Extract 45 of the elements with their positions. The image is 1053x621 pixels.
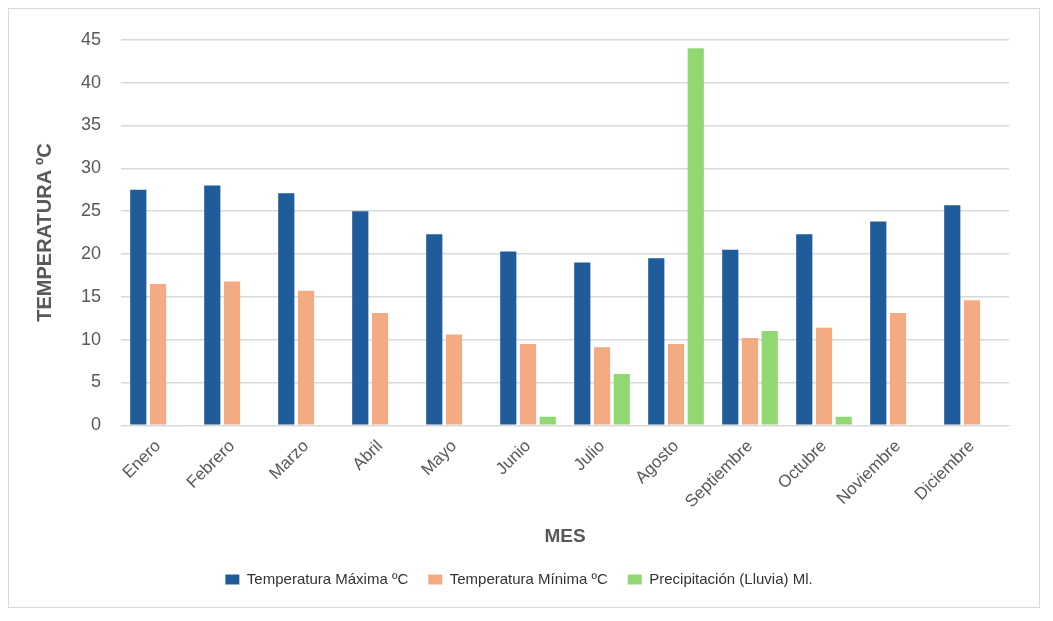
bar (613, 373, 630, 425)
bar (539, 416, 556, 425)
bar (519, 343, 537, 425)
bar (445, 334, 463, 425)
bar (796, 234, 813, 425)
bar (667, 343, 685, 425)
legend-label: Precipitación (Lluvia) Ml. (649, 569, 813, 587)
bar (722, 249, 739, 425)
bar (889, 313, 907, 425)
y-tick-label: 35 (80, 114, 102, 135)
bar (574, 262, 591, 425)
bar (963, 300, 981, 425)
x-axis-title: MES (544, 524, 586, 546)
bar (149, 283, 167, 425)
bar (204, 185, 221, 425)
bar (297, 290, 315, 425)
y-tick-label: 0 (91, 414, 102, 435)
y-tick-label: 20 (80, 242, 102, 263)
y-tick-label: 10 (80, 328, 102, 349)
y-tick-label: 25 (80, 200, 102, 221)
y-tick-label: 45 (80, 28, 102, 49)
bar (835, 416, 852, 425)
y-tick-label: 15 (80, 285, 102, 306)
x-tick-label: Julio (569, 436, 609, 475)
bar (648, 258, 665, 425)
bar (870, 221, 887, 425)
bar (593, 347, 611, 425)
y-tick-label: 40 (80, 71, 102, 92)
legend-label: Temperatura Mínima ºC (449, 569, 608, 587)
bar (130, 189, 147, 425)
bar (371, 313, 389, 425)
y-tick-label: 30 (80, 157, 102, 178)
bar (687, 48, 704, 425)
bar (352, 211, 369, 425)
bar (500, 251, 517, 425)
bar (741, 337, 759, 425)
legend-label: Temperatura Máxima ºC (246, 569, 409, 587)
y-tick-label: 5 (91, 371, 102, 392)
y-axis-title: TEMPERATURA ºC (32, 143, 55, 322)
bar (815, 327, 833, 425)
bar (944, 205, 961, 425)
bar (278, 193, 295, 425)
bar (761, 331, 778, 425)
bar (223, 281, 241, 425)
bar (426, 234, 443, 425)
